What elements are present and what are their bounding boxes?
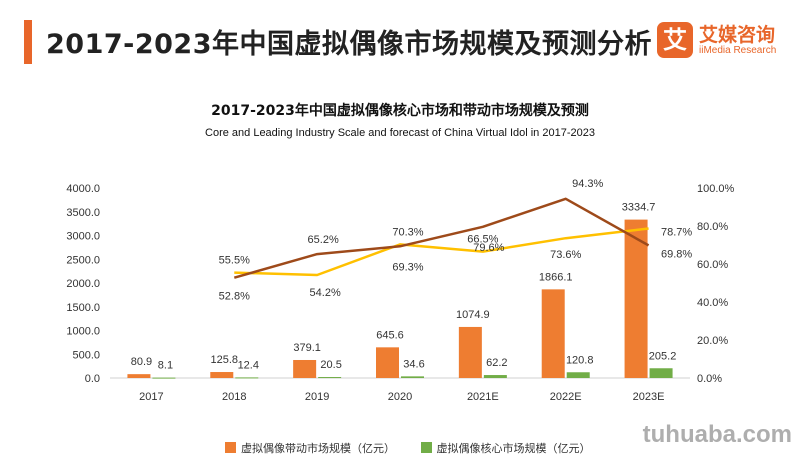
data-label-drive-growth: 54.2%: [310, 287, 341, 299]
y-tick-label: 4000.0: [66, 183, 100, 195]
y-tick-label: 2500.0: [66, 254, 100, 266]
data-label-core: 12.4: [238, 359, 259, 371]
x-tick-label: 2019: [305, 391, 329, 403]
data-label-drive: 379.1: [293, 342, 321, 354]
line-drive-growth: [234, 227, 649, 277]
x-tick-label: 2021E: [467, 391, 499, 403]
bar-drive-market: [293, 359, 317, 378]
line-core-growth: [233, 197, 650, 279]
chart-subtitle: Core and Leading Industry Scale and fore…: [205, 127, 595, 139]
y-tick-label: 1500.0: [66, 302, 100, 314]
x-tick-label: 2022E: [550, 391, 582, 403]
x-tick-label: 2023E: [633, 391, 665, 403]
data-label-core-growth: 79.6%: [473, 242, 504, 254]
data-label-drive: 125.8: [211, 354, 239, 366]
bar-drive-market: [210, 372, 234, 378]
data-label-core-growth: 65.2%: [308, 234, 339, 246]
y2-tick-label: 0.0%: [697, 373, 722, 385]
data-label-drive: 80.9: [131, 356, 152, 368]
legend-label-drive: 虚拟偶像带动市场规模（亿元）: [241, 442, 395, 455]
y2-tick-label: 100.0%: [697, 183, 735, 195]
x-tick-label: 2017: [139, 391, 163, 403]
bar-core-market: [318, 377, 342, 379]
bar-drive-market: [458, 326, 482, 378]
chart-title: 2017-2023年中国虚拟偶像核心市场和带动市场规模及预测: [211, 103, 589, 119]
bar-core-market: [566, 372, 590, 378]
data-label-core-growth: 69.8%: [661, 248, 692, 260]
y-tick-label: 500.0: [72, 349, 100, 361]
bar-drive-market: [541, 289, 565, 378]
data-label-core-growth: 94.3%: [572, 178, 603, 190]
bar-drive-market: [127, 374, 151, 378]
x-tick-label: 2018: [222, 391, 246, 403]
data-label-core-growth: 69.3%: [392, 261, 423, 273]
y-tick-label: 1000.0: [66, 326, 100, 338]
y-tick-label: 2000.0: [66, 278, 100, 290]
y2-tick-label: 60.0%: [697, 259, 728, 271]
x-tick-label: 2020: [388, 391, 412, 403]
watermark: tuhuaba.com: [642, 421, 792, 448]
data-label-drive: 1866.1: [539, 271, 573, 283]
data-label-drive-growth: 73.6%: [550, 249, 581, 261]
legend-swatch-drive: [225, 442, 236, 453]
bar-core-market: [152, 377, 176, 379]
y2-tick-label: 80.0%: [697, 221, 728, 233]
data-label-drive: 1074.9: [456, 309, 490, 321]
data-label-core: 20.5: [320, 359, 341, 371]
legend-swatch-core: [420, 442, 432, 453]
y2-tick-label: 40.0%: [697, 297, 728, 309]
data-label-core: 205.2: [649, 350, 677, 362]
y-tick-label: 3000.0: [66, 231, 100, 243]
data-label-core: 62.2: [486, 357, 507, 369]
y-tick-label: 3500.0: [66, 207, 100, 219]
legend-item-drive: 虚拟偶像带动市场规模（亿元）: [225, 440, 395, 456]
data-label-core-growth: 52.8%: [219, 291, 250, 303]
chart-legend: 虚拟偶像带动市场规模（亿元） 虚拟偶像核心市场规模（亿元）: [225, 440, 613, 456]
bar-drive-market: [624, 219, 648, 378]
title-accent-bar: [24, 20, 32, 64]
bar-drive-market: [376, 347, 399, 378]
bar-core-market: [483, 375, 507, 378]
data-label-core: 34.6: [403, 358, 424, 370]
bar-core-market: [649, 368, 673, 378]
legend-item-core: 虚拟偶像核心市场规模（亿元）: [420, 440, 591, 456]
y-tick-label: 0.0: [85, 373, 100, 385]
bar-core-market: [401, 376, 424, 378]
y2-tick-label: 20.0%: [697, 335, 728, 347]
iimedia-logo: 艾 艾媒咨询 iiMedia Research: [657, 20, 787, 62]
page-title: 2017-2023年中国虚拟偶像市场规模及预测分析: [46, 29, 652, 60]
legend-label-core: 虚拟偶像核心市场规模（亿元）: [436, 442, 591, 455]
data-label-drive-growth: 70.3%: [392, 226, 423, 238]
data-label-drive-growth: 78.7%: [661, 226, 692, 238]
data-label-drive: 3334.7: [622, 202, 656, 214]
data-label-drive-growth: 55.5%: [219, 255, 250, 267]
logo-english-name: iiMedia Research: [699, 45, 777, 56]
data-label-drive-growth: 66.5%: [467, 234, 498, 246]
bar-core-market: [235, 377, 259, 379]
logo-chinese-name: 艾媒咨询: [699, 24, 776, 46]
logo-mark-icon: 艾: [657, 22, 693, 58]
data-label-core: 120.8: [566, 354, 594, 366]
data-label-core: 8.1: [158, 360, 173, 372]
data-label-drive: 645.6: [376, 329, 404, 341]
